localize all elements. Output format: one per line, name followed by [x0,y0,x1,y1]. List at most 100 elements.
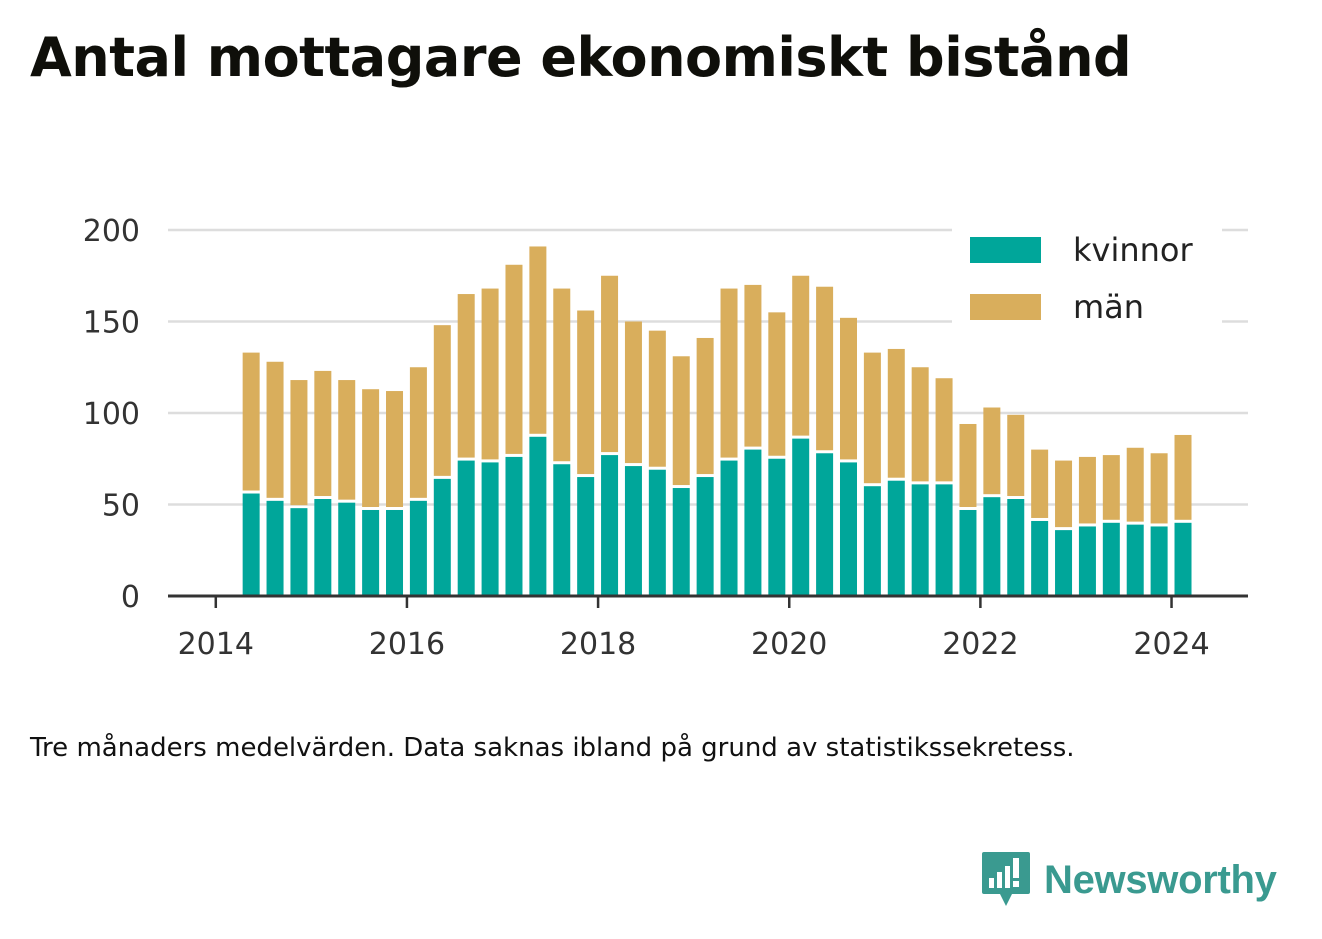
bar-man [1150,453,1168,524]
bar-kvinnor [242,493,260,596]
bar-man [911,367,929,482]
bar-man [553,288,571,462]
bar-kvinnor [768,458,786,596]
legend-label-man: män [1073,288,1144,326]
bar-man [1055,460,1073,528]
bar-kvinnor [1126,524,1144,596]
bar-kvinnor [1031,520,1049,596]
bar-kvinnor [1078,526,1096,596]
bar-man [481,288,499,460]
bar-kvinnor [553,464,571,596]
bar-kvinnor [266,500,284,596]
bar-man [983,407,1001,495]
bar-man [768,312,786,456]
bar-kvinnor [887,480,905,596]
bar-man [433,325,451,476]
footnote: Tre månaders medelvärden. Data saknas ib… [30,733,1075,763]
bar-kvinnor [577,477,595,596]
x-tick-label: 2018 [560,627,636,662]
bar-kvinnor [983,497,1001,596]
brand-name: Newsworthy [1044,857,1277,902]
bar-man [601,275,619,453]
bar-kvinnor [290,508,308,596]
bar-kvinnor [1174,522,1192,596]
bar-kvinnor [481,462,499,596]
bar-kvinnor [433,478,451,596]
legend-label-kvinnor: kvinnor [1073,231,1194,269]
bar-man [1031,449,1049,518]
bar-kvinnor [863,486,881,596]
bar-man [959,423,977,507]
bar-man [816,286,834,451]
bar-man [290,380,308,506]
bar-man [505,264,523,454]
legend-swatch-kvinnor [970,237,1041,263]
bar-man [1007,414,1025,497]
x-tick-label: 2020 [751,627,827,662]
bar-man [1126,447,1144,522]
bar-man [242,352,260,491]
stacked-bar-chart: 0 50 100 150 200 2014 2016 2018 2020 2022 2024 kvi… [83,214,1248,662]
bar-kvinnor [935,484,953,596]
bar-man [1174,434,1192,520]
bar-man [839,317,857,460]
bar-man [672,356,690,486]
bar-man [1102,455,1120,520]
bar-man [720,288,738,458]
bar-kvinnor [314,499,332,596]
bar-kvinnor [457,460,475,596]
bar-kvinnor [505,456,523,596]
bar-kvinnor [529,436,547,596]
bar-kvinnor [601,455,619,596]
bar-man [887,348,905,478]
bar-man [648,330,666,467]
bar-man [624,321,642,464]
bar-man [935,378,953,482]
bar-kvinnor [792,438,810,596]
bar-man [266,361,284,498]
bar-man [409,367,427,498]
legend-swatch-man [970,294,1041,320]
bar-man [863,352,881,484]
bar-kvinnor [720,460,738,596]
bar-kvinnor [1102,522,1120,596]
y-tick-label: 50 [102,489,140,524]
bar-kvinnor [1055,530,1073,596]
bar-kvinnor [409,500,427,596]
bar-man [457,294,475,458]
bar-man [529,246,547,434]
bar-kvinnor [624,466,642,596]
bar-kvinnor [839,462,857,596]
bar-chart-speech-bubble-icon [982,852,1030,906]
x-tick-label: 2014 [178,627,254,662]
bar-man [386,391,404,507]
bar-man [338,380,356,500]
bar-man [744,284,762,447]
bar-man [314,370,332,497]
bar-kvinnor [911,484,929,596]
bar-kvinnor [648,469,666,596]
y-tick-label: 0 [121,580,140,615]
bar-kvinnor [696,477,714,596]
bar-kvinnor [362,509,380,596]
bar-kvinnor [672,488,690,596]
bar-kvinnor [816,453,834,596]
y-tick-label: 150 [83,306,140,341]
bars [242,246,1192,596]
y-tick-label: 100 [83,397,140,432]
legend: kvinnor män [952,226,1222,326]
bar-kvinnor [1150,526,1168,596]
x-tick-label: 2016 [369,627,445,662]
x-tick-label: 2022 [942,627,1018,662]
chart-title: Antal mottagare ekonomiskt bistånd [30,26,1132,89]
brand-logo: Newsworthy [980,850,1277,910]
y-tick-label: 200 [83,214,140,249]
bar-kvinnor [386,509,404,596]
bar-man [362,389,380,507]
bar-man [792,275,810,436]
bar-kvinnor [744,449,762,596]
axes: 0 50 100 150 200 2014 2016 2018 2020 2022 2024 [83,214,1248,662]
x-tick-label: 2024 [1133,627,1209,662]
bar-man [1078,456,1096,524]
bar-man [696,337,714,475]
